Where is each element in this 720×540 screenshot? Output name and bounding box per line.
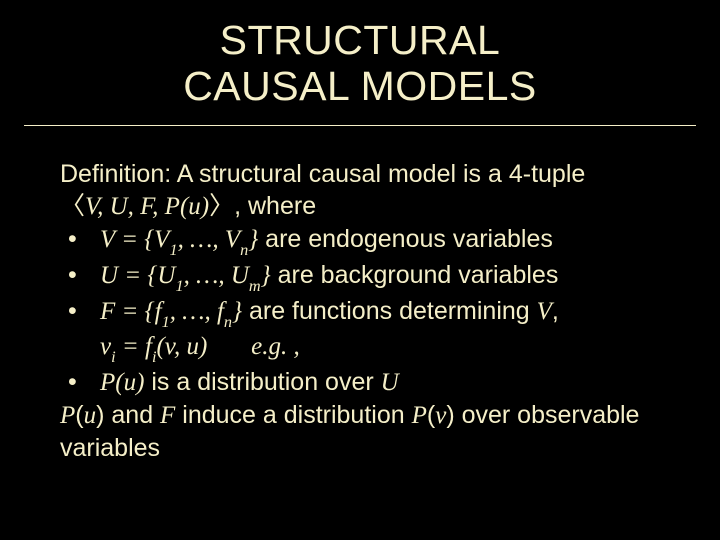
bullet-3-text: F = {f1, …, fn} are functions determinin… — [100, 295, 670, 331]
angle-close: 〉 — [209, 192, 234, 220]
bullet-2: • U = {U1, …, Um} are background variabl… — [60, 259, 670, 295]
slide-title: STRUCTURAL CAUSAL MODELS — [0, 18, 720, 110]
bullet-dot-icon: • — [64, 223, 100, 255]
body-text: Definition: A structural causal model is… — [60, 158, 670, 464]
bullet-4-text: P(u) is a distribution over U — [100, 366, 670, 399]
title-line-1: STRUCTURAL — [220, 17, 501, 63]
bullet-3: • F = {f1, …, fn} are functions determin… — [60, 295, 670, 331]
title-block: STRUCTURAL CAUSAL MODELS — [0, 18, 720, 110]
intro-prefix: Definition: A — [60, 160, 199, 188]
title-line-2: CAUSAL MODELS — [183, 63, 537, 109]
tuple-line: 〈V, U, F, P(u)〉, where — [60, 190, 670, 223]
bullet-dot-icon: • — [64, 295, 100, 327]
bullet-2-text: U = {U1, …, Um} are background variables — [100, 259, 670, 295]
slide: STRUCTURAL CAUSAL MODELS Definition: A s… — [0, 0, 720, 540]
tuple-after: , where — [234, 192, 316, 220]
bullet-4: • P(u) is a distribution over U — [60, 366, 670, 399]
title-divider — [24, 125, 696, 126]
intro-suffix: is a 4-tuple — [456, 160, 585, 188]
bullet-dot-icon: • — [64, 259, 100, 291]
bullet-3-subline: vi = fi(v, u) e.g. , — [60, 330, 670, 366]
intro-term: structural causal model — [199, 160, 456, 188]
bullet-1: • V = {V1, …, Vn} are endogenous variabl… — [60, 223, 670, 259]
bullet-dot-icon: • — [64, 366, 100, 398]
definition-intro: Definition: A structural causal model is… — [60, 158, 670, 190]
tuple-items: V, U, F, P(u) — [85, 193, 209, 220]
angle-open: 〈 — [60, 192, 85, 220]
closing-line: P(u) and F induce a distribution P(v) ov… — [60, 399, 670, 464]
bullet-1-text: V = {V1, …, Vn} are endogenous variables — [100, 223, 670, 259]
